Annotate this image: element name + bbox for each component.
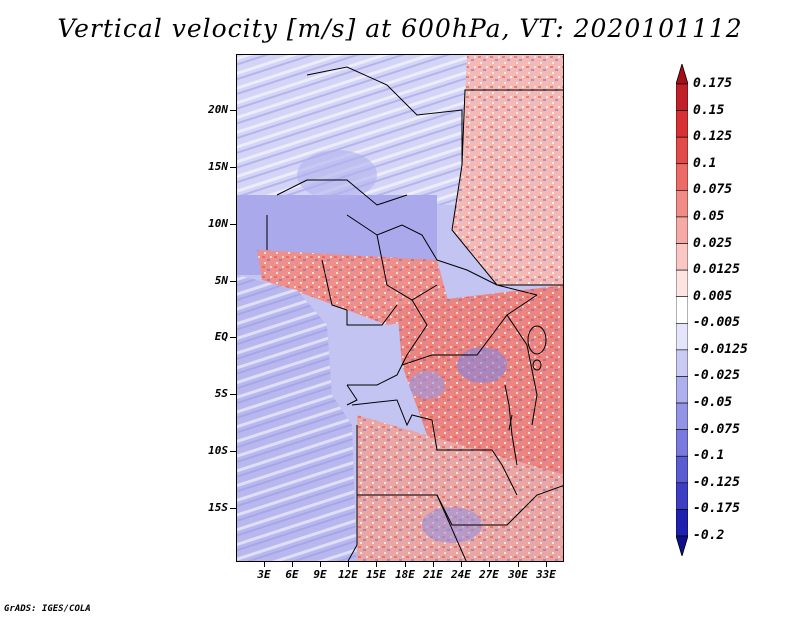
colorbar-label: -0.025 <box>693 368 740 384</box>
lat-tick <box>230 110 236 111</box>
colorbar-segment <box>676 296 688 324</box>
colorbar-segment <box>676 110 688 138</box>
colorbar-segment <box>676 83 688 111</box>
colorbar-label: 0.0125 <box>693 262 740 278</box>
colorbar-top-arrow <box>676 64 688 85</box>
colorbar-label: 0.075 <box>693 182 733 198</box>
lon-label-6e: 6E <box>285 568 299 581</box>
colorbar-label: 0.005 <box>693 288 733 304</box>
colorbar-segment <box>676 455 688 484</box>
grads-credit: GrADS: IGES/COLA <box>4 604 91 614</box>
colorbar-segment <box>676 243 688 271</box>
colorbar-segment <box>676 509 688 537</box>
colorbar-segment <box>676 402 688 430</box>
lat-tick <box>230 281 236 282</box>
lon-tick <box>518 562 519 567</box>
colorbar-label: 0.1 <box>693 155 717 171</box>
lon-label-21e: 21E <box>423 568 443 581</box>
lat-label-10n: 10N <box>208 217 228 230</box>
lat-label-15n: 15N <box>208 160 228 173</box>
colorbar-label: -0.075 <box>693 421 740 437</box>
map-plot <box>236 54 564 562</box>
lon-label-15e: 15E <box>366 568 386 581</box>
colorbar-label: -0.1 <box>693 448 725 464</box>
colorbar-bottom-arrow <box>676 535 688 556</box>
lon-label-12e: 12E <box>338 568 358 581</box>
colorbar-segment <box>676 190 688 218</box>
colorbar-segment <box>676 216 688 244</box>
lat-label-5n: 5N <box>214 274 228 287</box>
lon-label-27e: 27E <box>479 568 499 581</box>
lat-label-5s: 5S <box>214 387 228 400</box>
lon-label-33e: 33E <box>536 568 556 581</box>
colorbar-segment <box>676 349 688 377</box>
lon-label-30e: 30E <box>508 568 528 581</box>
colorbar-segment <box>676 482 688 510</box>
colorbar-segment <box>676 136 688 165</box>
lat-tick <box>230 451 236 452</box>
lon-tick <box>489 562 490 567</box>
colorbar-label: -0.0125 <box>693 341 748 357</box>
colorbar-label: -0.175 <box>693 501 740 517</box>
lon-label-3e: 3E <box>257 568 271 581</box>
lat-label-eq: EQ <box>214 330 228 343</box>
colorbar-label: 0.05 <box>693 208 725 224</box>
lon-tick <box>461 562 462 567</box>
lat-tick <box>230 508 236 509</box>
lon-tick <box>292 562 293 567</box>
lat-tick <box>230 224 236 225</box>
colorbar-label: 0.175 <box>693 76 733 91</box>
colorbar <box>676 64 688 556</box>
colorbar-label: 0.125 <box>693 129 733 145</box>
lon-tick <box>376 562 377 567</box>
colorbar-segment <box>676 269 688 298</box>
lon-tick <box>320 562 321 567</box>
lon-label-9e: 9E <box>313 568 327 581</box>
lon-tick <box>348 562 349 567</box>
lat-label-15s: 15S <box>208 501 228 514</box>
lat-tick <box>230 394 236 395</box>
lat-label-20n: 20N <box>208 103 228 116</box>
colorbar-label: -0.05 <box>693 395 733 411</box>
lat-label-10s: 10S <box>208 444 228 457</box>
lon-label-24e: 24E <box>451 568 471 581</box>
map-title: Vertical velocity [m/s] at 600hPa, VT: 2… <box>57 14 743 43</box>
colorbar-label: 0.15 <box>693 102 725 118</box>
lon-tick <box>264 562 265 567</box>
colorbar-segment <box>676 429 688 457</box>
lon-tick <box>433 562 434 567</box>
colorbar-segment <box>676 322 688 351</box>
lat-tick <box>230 167 236 168</box>
colorbar-label: -0.2 <box>693 528 725 543</box>
colorbar-label: -0.125 <box>693 474 740 490</box>
lon-tick <box>546 562 547 567</box>
lon-tick <box>405 562 406 567</box>
velocity-field <box>237 55 563 561</box>
colorbar-segment <box>676 163 688 191</box>
colorbar-label: -0.005 <box>693 315 740 331</box>
colorbar-segment <box>676 376 688 404</box>
lon-label-18e: 18E <box>395 568 415 581</box>
lat-tick <box>230 337 236 338</box>
colorbar-label: 0.025 <box>693 235 733 251</box>
